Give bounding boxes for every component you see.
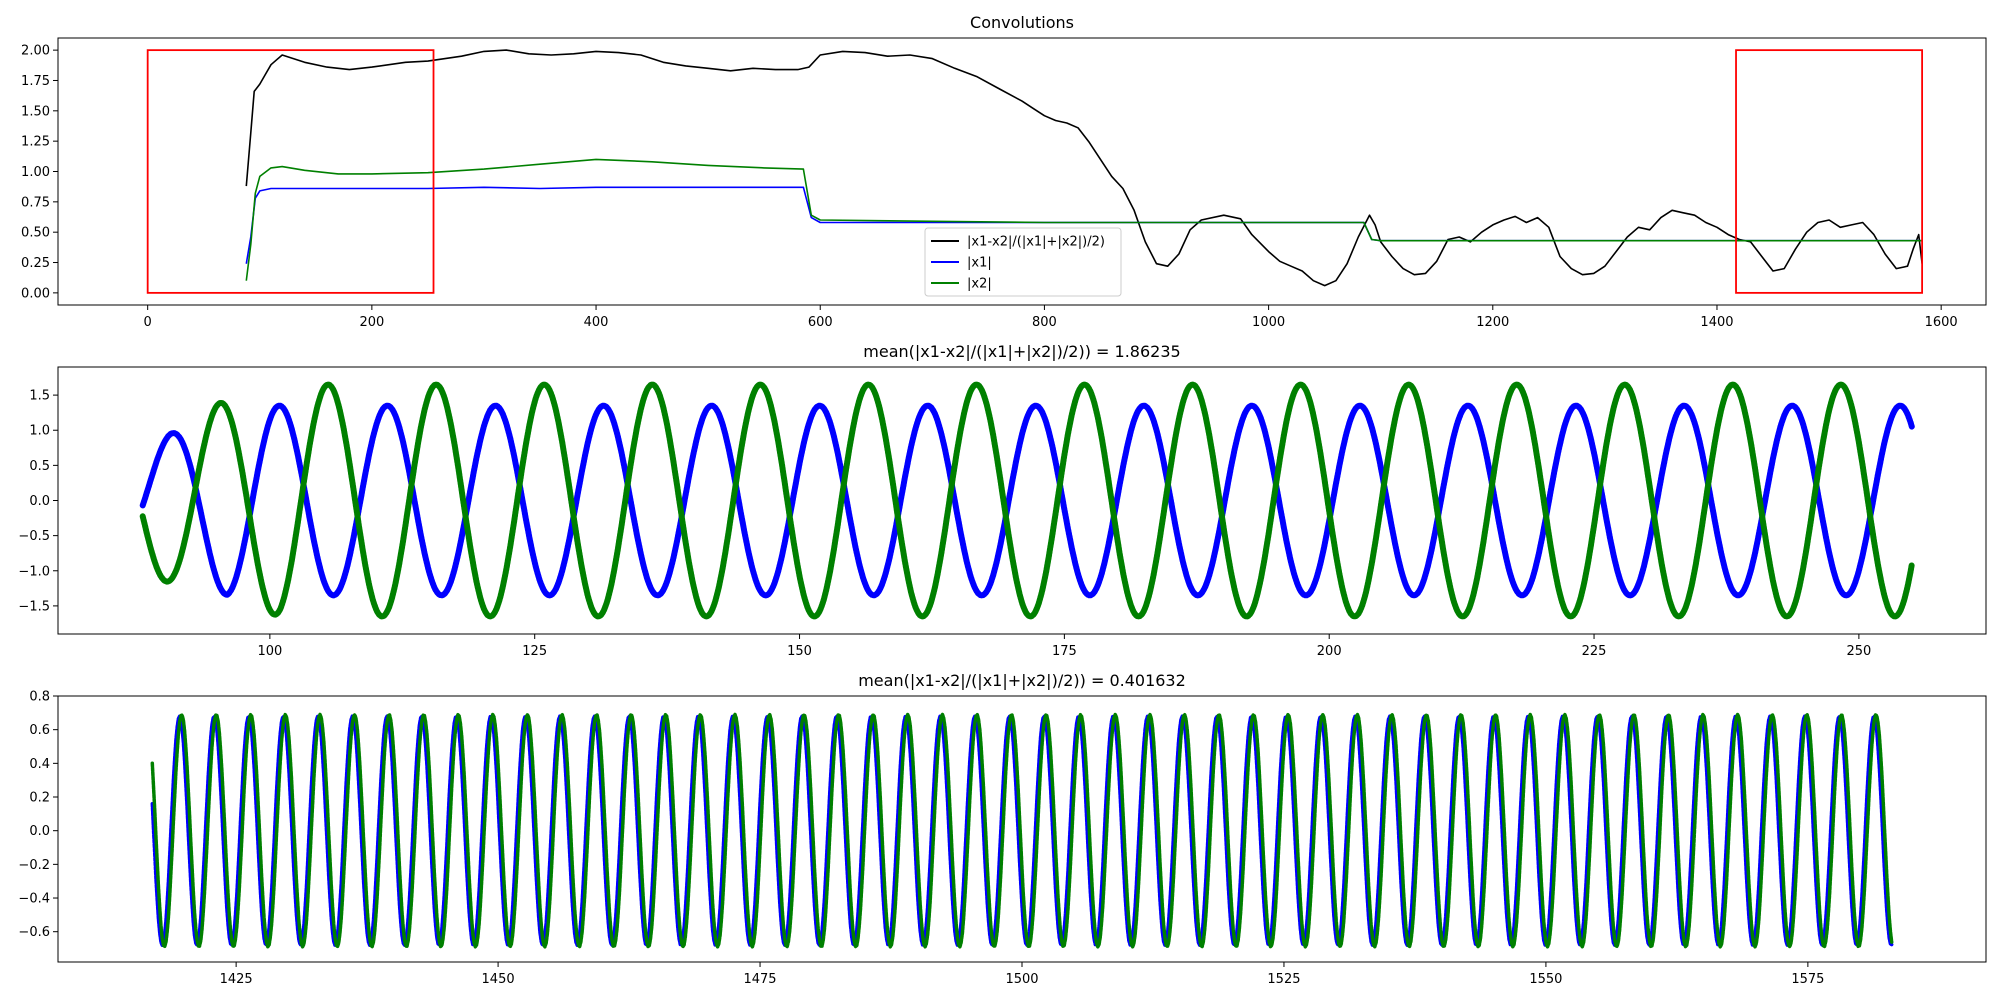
highlight-box-2 — [1735, 49, 1924, 294]
x-tick-label: 400 — [584, 315, 609, 330]
x-tick-label: 1600 — [1925, 315, 1958, 330]
series-2-wave — [150, 712, 1894, 949]
y-tick-label: 0.2 — [29, 791, 50, 806]
x-tick-label: 100 — [257, 644, 282, 659]
x-tick-label: 1475 — [743, 972, 776, 987]
y-tick-label: −0.5 — [18, 529, 50, 544]
y-tick-label: 1.5 — [29, 389, 50, 404]
series-3-line — [245, 158, 1923, 281]
y-tick-label: 0.75 — [21, 195, 50, 210]
x-tick-label: 1200 — [1476, 315, 1509, 330]
y-tick-label: 0.0 — [29, 494, 50, 509]
x-tick-label: 150 — [787, 644, 812, 659]
y-tick-label: −0.4 — [18, 892, 50, 907]
x-tick-label: 1500 — [1005, 972, 1038, 987]
y-tick-label: 0.8 — [29, 690, 50, 705]
x-tick-label: 1575 — [1791, 972, 1824, 987]
x-tick-label: 1550 — [1529, 972, 1562, 987]
y-tick-label: −1.0 — [18, 564, 50, 579]
x-tick-label: 225 — [1582, 644, 1607, 659]
zoom-left-plot-area: 100 125 150 175 200 225 250 −1.5 −1.0 −0.5 0.0 0.5 1… — [18, 366, 1987, 659]
y-tick-label: 1.75 — [21, 74, 50, 89]
x-tick-label: 1000 — [1252, 315, 1285, 330]
x-tick-label: 0 — [144, 315, 152, 330]
x-tick-label: 250 — [1846, 644, 1871, 659]
y-tick-label: 1.25 — [21, 135, 50, 150]
y-tick-label: −1.5 — [18, 599, 50, 614]
x-tick-label: 175 — [1052, 644, 1077, 659]
series-1-line — [245, 49, 1923, 287]
y-tick-label: 1.50 — [21, 104, 50, 119]
y-tick-label: 0.25 — [21, 256, 50, 271]
x-tick-label: 1450 — [482, 972, 515, 987]
convolutions-panel: Convolutions 0 200 400 600 800 1000 1200 1400 16… — [21, 13, 1987, 330]
convolutions-title: Convolutions — [970, 13, 1074, 32]
zoom-left-panel: mean(|x1-x2|/(|x1|+|x2|)/2)) = 1.86235 1… — [18, 342, 1987, 659]
series-layer — [245, 49, 1923, 287]
y-tick-label: 1.0 — [29, 424, 50, 439]
zoom-right-plot-area: 1425 1450 1475 1500 1525 1550 1575 −0.6 −0.4 −0.2… — [18, 690, 1987, 987]
legend: |x1-x2|/(|x1|+|x2|)/2) |x1| |x2| — [924, 227, 1122, 297]
y-tick-label: 0.4 — [29, 757, 50, 772]
x-tick-label: 800 — [1032, 315, 1057, 330]
x-tick-label: 600 — [808, 315, 833, 330]
legend-box — [924, 227, 1122, 297]
legend-label: |x2| — [967, 277, 992, 292]
y-tick-label: −0.2 — [18, 858, 50, 873]
x-tick-label: 1525 — [1267, 972, 1300, 987]
y-tick-label: 2.00 — [21, 44, 50, 59]
convolutions-plot-area: 0 200 400 600 800 1000 1200 1400 1600 0.00 0.25 0.5… — [21, 37, 1987, 330]
x-tick-label: 1400 — [1700, 315, 1733, 330]
y-tick-label: 0.6 — [29, 723, 50, 738]
legend-label: |x1| — [967, 256, 992, 271]
y-tick-label: 0.0 — [29, 824, 50, 839]
highlight-box-1 — [146, 49, 435, 294]
zoom-right-title: mean(|x1-x2|/(|x1|+|x2|)/2)) = 0.401632 — [858, 671, 1186, 690]
y-tick-label: 0.00 — [21, 286, 50, 301]
x-tick-label: 200 — [359, 315, 384, 330]
series-layer — [139, 381, 1915, 620]
legend-label: |x1-x2|/(|x1|+|x2|)/2) — [967, 235, 1105, 250]
x-tick-label: 1425 — [220, 972, 253, 987]
x-tick-label: 200 — [1317, 644, 1342, 659]
y-tick-label: −0.6 — [18, 925, 50, 940]
zoom-left-title: mean(|x1-x2|/(|x1|+|x2|)/2)) = 1.86235 — [863, 342, 1180, 361]
series-layer — [150, 712, 1894, 949]
series-2-wave — [139, 381, 1915, 620]
x-tick-label: 125 — [522, 644, 547, 659]
y-tick-label: 0.50 — [21, 226, 50, 241]
zoom-right-panel: mean(|x1-x2|/(|x1|+|x2|)/2)) = 0.401632 … — [18, 671, 1987, 987]
y-tick-label: 1.00 — [21, 165, 50, 180]
series-1-wave — [139, 402, 1915, 599]
series-1-wave — [150, 714, 1894, 947]
y-tick-label: 0.5 — [29, 459, 50, 474]
